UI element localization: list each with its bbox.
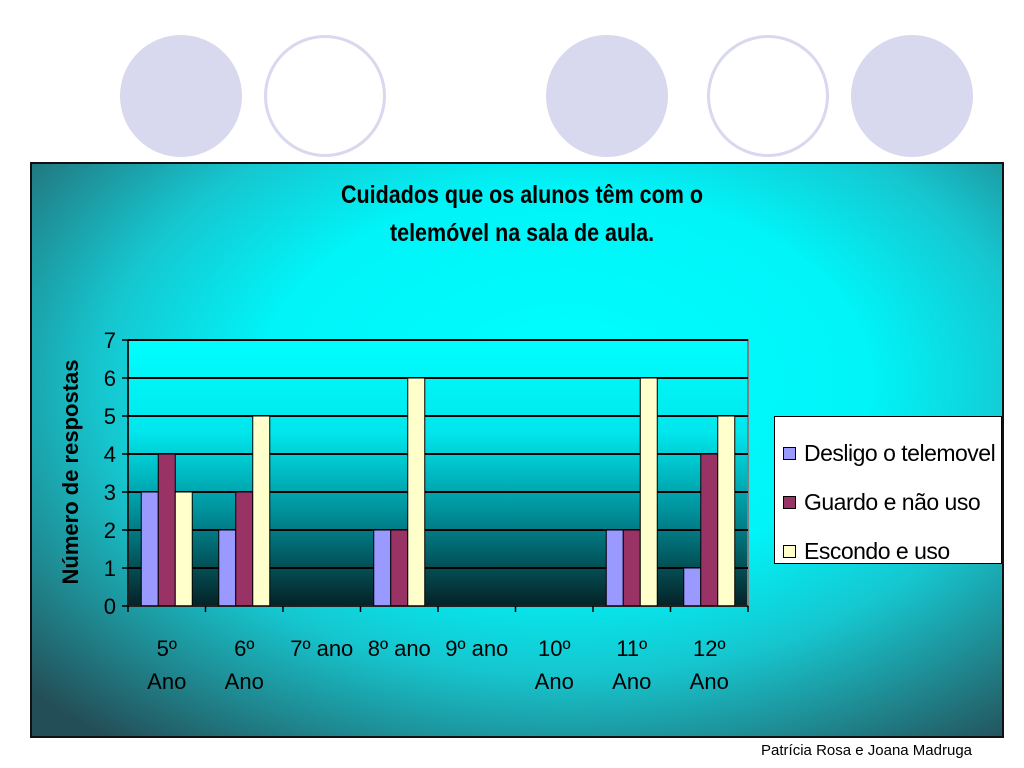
chart-title-line-1: Cuidados que os alunos têm com o xyxy=(341,181,703,209)
chart-panel: Cuidados que os alunos têm com o telemóv… xyxy=(30,162,1004,738)
x-tick-label: 6º xyxy=(234,636,254,661)
bar-desligo-o-telemovel-0 xyxy=(140,491,159,607)
legend: Desligo o telemovel Guardo e não uso Esc… xyxy=(774,416,1002,564)
bar-escondo-e-uso-7 xyxy=(717,415,736,607)
legend-label-escondo: Escondo e uso xyxy=(804,538,950,564)
x-tick-label: 7º ano xyxy=(290,636,353,661)
bar-guardo-e-não-uso-1 xyxy=(235,491,254,607)
y-tick-label: 7 xyxy=(104,328,116,353)
y-tick-label: 1 xyxy=(104,556,116,581)
y-tick-label: 4 xyxy=(104,442,116,467)
legend-swatch-desligo xyxy=(783,447,796,460)
footer-credit: Patrícia Rosa e Joana Madruga xyxy=(761,742,972,759)
legend-item-desligo: Desligo o telemovel xyxy=(783,429,1001,478)
x-tick-label: Ano xyxy=(612,669,651,694)
x-tick-label: 8º ano xyxy=(368,636,431,661)
y-axis-label: Número de respostas xyxy=(58,360,83,585)
y-tick-label: 5 xyxy=(104,404,116,429)
decor-circle-5 xyxy=(851,35,973,157)
decor-circle-3 xyxy=(546,35,668,157)
legend-item-escondo: Escondo e uso xyxy=(783,527,1001,576)
y-tick-label: 6 xyxy=(104,366,116,391)
y-tick-labels: 0 1 2 3 4 5 6 7 xyxy=(104,328,116,619)
bar-desligo-o-telemovel-7 xyxy=(683,567,702,607)
x-tick-label: 5º xyxy=(157,636,177,661)
bar-escondo-e-uso-6 xyxy=(639,377,658,607)
legend-label-guardo: Guardo e não uso xyxy=(804,489,981,515)
y-tick-label: 0 xyxy=(104,594,116,619)
bars xyxy=(140,377,736,607)
bar-guardo-e-não-uso-7 xyxy=(700,453,719,607)
decor-circle-1 xyxy=(120,35,242,157)
x-tick-label: Ano xyxy=(225,669,264,694)
bar-desligo-o-telemovel-6 xyxy=(605,529,624,607)
x-tick-label: Ano xyxy=(147,669,186,694)
bar-desligo-o-telemovel-3 xyxy=(373,529,392,607)
decor-circle-4 xyxy=(707,35,829,157)
bar-desligo-o-telemovel-1 xyxy=(218,529,237,607)
bar-escondo-e-uso-0 xyxy=(174,491,193,607)
x-tick-labels: 5º Ano 6º Ano 7º ano 8º ano 9º ano 10º Ano 11º Ano… xyxy=(147,636,729,694)
y-tick-label: 2 xyxy=(104,518,116,543)
x-tick-label: 11º xyxy=(616,636,647,661)
bar-escondo-e-uso-3 xyxy=(407,377,426,607)
legend-item-guardo: Guardo e não uso xyxy=(783,478,1001,527)
x-tick-label: 10º xyxy=(538,636,571,661)
decor-circle-2 xyxy=(264,35,386,157)
legend-swatch-escondo xyxy=(783,545,796,558)
bar-guardo-e-não-uso-0 xyxy=(157,453,176,607)
x-tick-label: 12º xyxy=(693,636,726,661)
x-tick-label: 9º ano xyxy=(445,636,508,661)
bar-guardo-e-não-uso-3 xyxy=(390,529,409,607)
chart-title: Cuidados que os alunos têm com o telemóv… xyxy=(307,176,737,252)
axes xyxy=(122,339,749,612)
bar-guardo-e-não-uso-6 xyxy=(622,529,641,607)
legend-label-desligo: Desligo o telemovel xyxy=(804,440,996,466)
y-tick-label: 3 xyxy=(104,480,116,505)
x-tick-label: Ano xyxy=(535,669,574,694)
bar-escondo-e-uso-1 xyxy=(252,415,271,607)
bar-chart: 0 1 2 3 4 5 6 7 5º Ano 6º Ano 7º ano 8º ano 9º ano 10º… xyxy=(58,328,749,694)
chart-title-line-2: telemóvel na sala de aula. xyxy=(389,219,655,247)
x-tick-label: Ano xyxy=(690,669,729,694)
legend-swatch-guardo xyxy=(783,496,796,509)
